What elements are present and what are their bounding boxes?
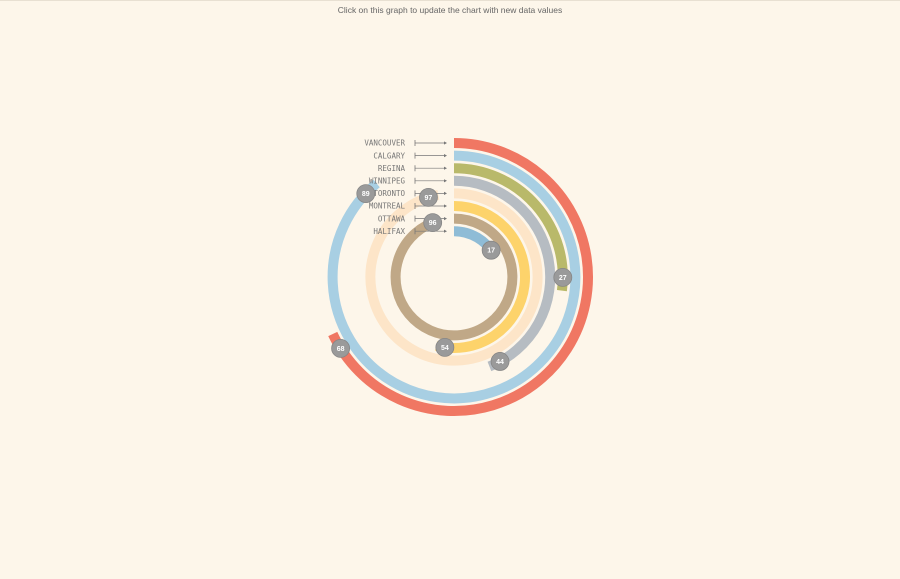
value-badge-ottawa (423, 213, 443, 233)
value-label-regina: 27 (559, 275, 567, 282)
label-vancouver: VANCOUVER (364, 139, 405, 148)
value-badge-toronto (419, 188, 438, 207)
chart-instruction: Click on this graph to update the chart … (337, 5, 563, 15)
leader-arrow-toronto (444, 191, 447, 195)
arc-montreal[interactable] (435, 201, 530, 353)
arc-toronto[interactable] (365, 188, 543, 366)
leader-arrow-ottawa (444, 217, 447, 221)
value-label-calgary: 89 (362, 191, 370, 198)
arc-vancouver[interactable] (328, 138, 593, 416)
value-badge-vancouver (331, 339, 351, 358)
value-label-montreal: 54 (441, 345, 449, 352)
top-border (0, 0, 900, 1)
value-label-toronto: 97 (425, 195, 433, 202)
label-layer: VANCOUVER CALGARY REGINA WINNIPEG TORONTO MON… (364, 139, 447, 236)
leader-arrow-calgary (444, 154, 447, 158)
badge-layer: 68 89 27 44 97 54 96 17 (331, 184, 573, 371)
label-regina: REGINA (378, 164, 406, 173)
arc-ottawa[interactable] (390, 213, 518, 341)
label-calgary: CALGARY (373, 151, 405, 160)
arc-layer (327, 138, 593, 416)
value-label-vancouver: 68 (337, 346, 345, 353)
value-label-halifax: 17 (487, 248, 495, 255)
leader-arrow-montreal (444, 204, 447, 208)
arc-regina[interactable] (453, 163, 568, 292)
value-badge-calgary (356, 184, 376, 203)
value-badge-halifax (481, 240, 501, 260)
value-badge-montreal (435, 338, 455, 357)
leader-arrow-vancouver (444, 141, 447, 145)
label-toronto: TORONTO (373, 189, 405, 198)
value-label-ottawa: 96 (429, 220, 437, 227)
value-label-winnipeg: 44 (496, 359, 504, 366)
leader-arrow-winnipeg (444, 179, 447, 183)
leader-arrow-halifax (444, 229, 447, 233)
label-winnipeg: WINNIPEG (369, 177, 406, 186)
value-badge-regina (553, 267, 573, 287)
arc-calgary[interactable] (327, 150, 581, 404)
label-ottawa: OTTAWA (378, 214, 406, 223)
label-montreal: MONTREAL (369, 202, 406, 211)
arc-winnipeg[interactable] (453, 175, 556, 372)
leader-arrow-regina (444, 166, 447, 170)
label-halifax: HALIFAX (373, 227, 405, 236)
value-badge-winnipeg (490, 352, 510, 371)
